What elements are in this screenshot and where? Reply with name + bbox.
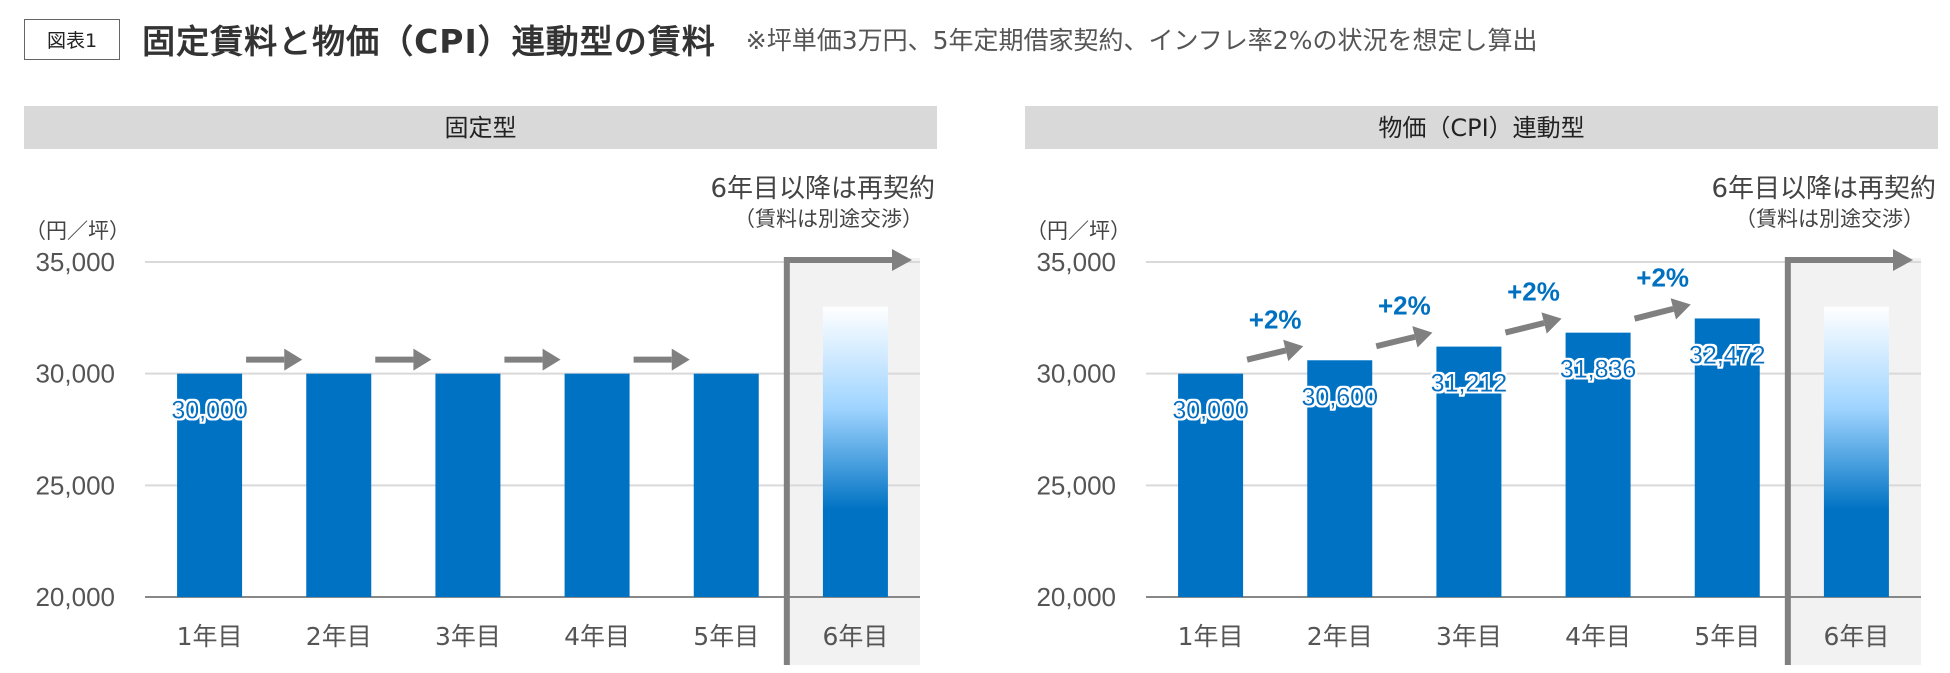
future-bar [1823, 306, 1889, 597]
future-note-line2: （賃料は別途交渉） [1735, 207, 1924, 231]
y-tick-label: 30,000 [1036, 359, 1116, 389]
panel-title: 固定型 [445, 114, 517, 142]
panel-header-band [1025, 106, 1938, 149]
data-label: 31,212 [1431, 370, 1507, 398]
bar [435, 373, 501, 597]
bar [1307, 360, 1373, 597]
bar [1436, 346, 1502, 597]
x-tick-label: 6年目 [1823, 622, 1889, 651]
arrow-shaft [1375, 333, 1416, 350]
future-note-line1: 6年目以降は再契約 [710, 174, 935, 204]
x-tick-label: 5年目 [693, 622, 759, 651]
x-tick-label: 2年目 [306, 622, 372, 651]
bar [1694, 318, 1760, 597]
arrow-shaft [1633, 305, 1675, 322]
x-tick-label: 4年目 [1565, 622, 1631, 651]
bar [693, 373, 759, 597]
x-tick-label: 1年目 [177, 622, 243, 651]
recontract-arrow-head [892, 249, 912, 271]
arrow-head [284, 348, 303, 371]
growth-label: +2% [1507, 277, 1560, 307]
arrow-head [1541, 312, 1562, 334]
y-tick-label: 20,000 [35, 582, 115, 612]
recontract-arrow-head [1893, 249, 1913, 271]
data-label: 32,472 [1689, 341, 1765, 369]
panel-title: 物価（CPI）連動型 [1378, 114, 1584, 142]
y-tick-label: 35,000 [35, 247, 115, 277]
data-label: 30,000 [171, 397, 247, 425]
bar [564, 373, 630, 597]
figure-label: 図表1 [24, 18, 121, 60]
y-tick-label: 35,000 [1036, 247, 1116, 277]
x-tick-label: 1年目 [1178, 622, 1244, 651]
y-tick-label: 30,000 [35, 359, 115, 389]
figure-header: 図表1 固定賃料と物価（CPI）連動型の賃料 ※坪単価3万円、5年定期借家契約、… [24, 16, 1537, 62]
bar [1178, 373, 1244, 597]
bar [1565, 332, 1631, 597]
arrow-head [542, 348, 561, 371]
arrow-shaft [1504, 320, 1545, 336]
future-note-line2: （賃料は別途交渉） [734, 207, 923, 231]
recontract-bracket [783, 257, 898, 665]
arrow-head [1670, 298, 1691, 320]
page-title: 固定賃料と物価（CPI）連動型の賃料 [142, 22, 716, 61]
arrow-head [1283, 339, 1304, 362]
arrow-shaft [1246, 347, 1287, 363]
growth-label: +2% [1378, 291, 1431, 321]
arrow-head [1412, 326, 1433, 348]
recontract-bracket [1784, 257, 1899, 665]
panel-header-band [24, 106, 937, 149]
y-unit-label: （円／坪） [25, 219, 130, 243]
future-note-line1: 6年目以降は再契約 [1711, 174, 1936, 204]
x-tick-label: 3年目 [1436, 622, 1502, 651]
growth-label: +2% [1636, 262, 1689, 292]
x-tick-label: 2年目 [1307, 622, 1373, 651]
data-label: 30,000 [1172, 397, 1248, 425]
x-tick-label: 6年目 [822, 622, 888, 651]
data-label: 31,836 [1560, 356, 1636, 384]
bar [177, 373, 243, 597]
arrow-head [671, 348, 690, 371]
y-tick-label: 25,000 [35, 470, 115, 500]
bar [306, 373, 372, 597]
y-unit-label: （円／坪） [1026, 219, 1131, 243]
x-tick-label: 5年目 [1694, 622, 1760, 651]
y-tick-label: 25,000 [1036, 470, 1116, 500]
arrow-head [413, 348, 432, 371]
growth-label: +2% [1249, 304, 1302, 334]
x-tick-label: 4年目 [564, 622, 630, 651]
assumption-note: ※坪単価3万円、5年定期借家契約、インフレ率2%の状況を想定し算出 [745, 26, 1538, 55]
y-tick-label: 20,000 [1036, 582, 1116, 612]
data-label: 30,600 [1302, 383, 1378, 411]
future-bar [822, 306, 888, 597]
x-tick-label: 3年目 [435, 622, 501, 651]
